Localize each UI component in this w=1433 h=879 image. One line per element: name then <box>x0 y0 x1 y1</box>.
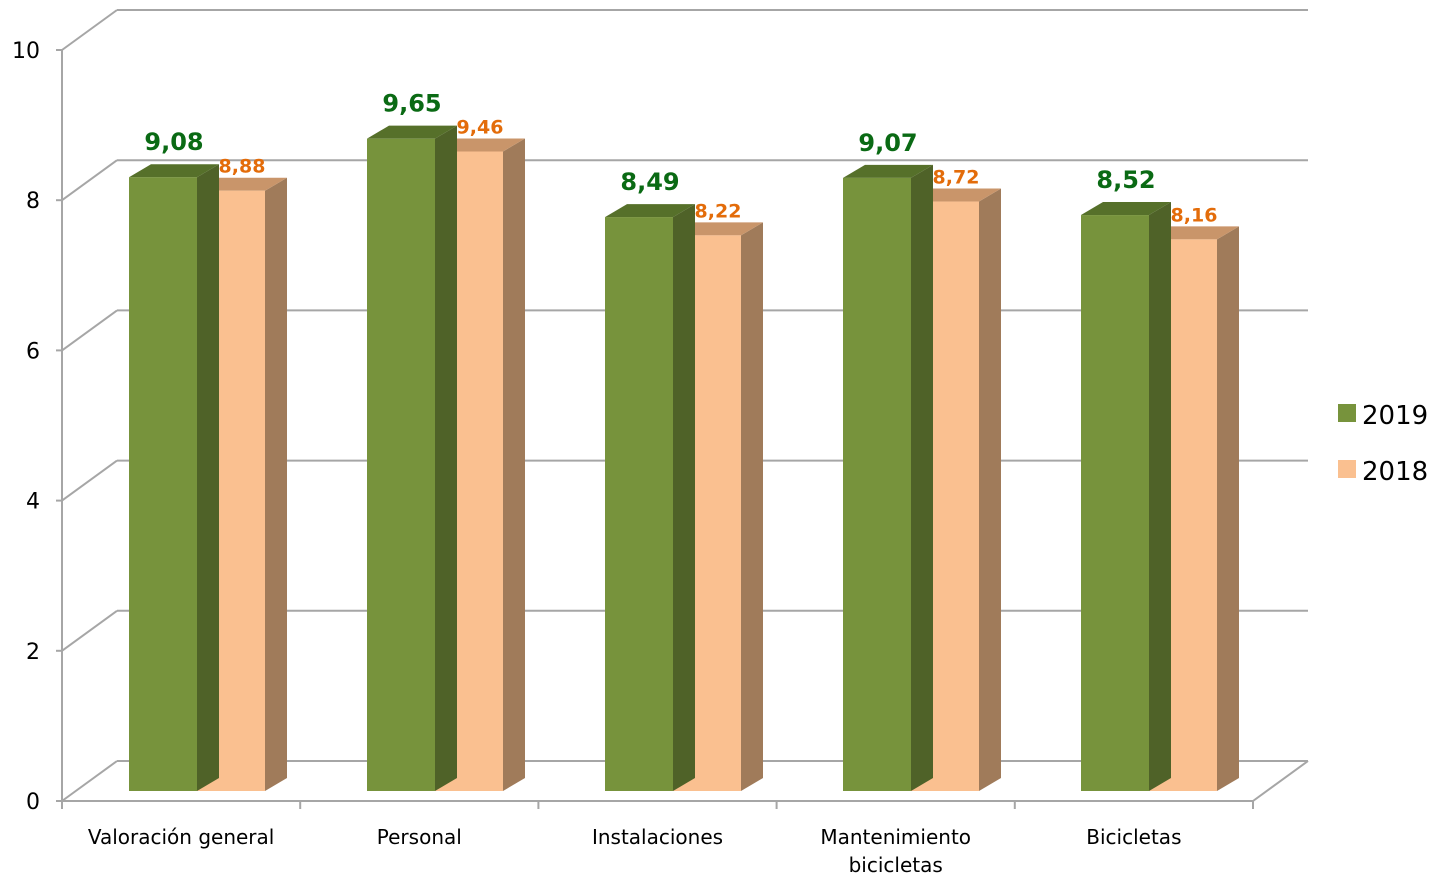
data-label-2018: 9,46 <box>457 117 504 139</box>
bar-2019 <box>367 138 435 791</box>
bar-2019-top <box>129 164 219 178</box>
bar-2018-side <box>503 138 525 791</box>
bar-2018-side <box>265 177 287 791</box>
bar-2018-top <box>911 188 1001 202</box>
bar-2018-side <box>1217 226 1239 791</box>
y-tick-label: 8 <box>26 189 40 214</box>
data-labels: 9,08 8,88 9,65 9,46 8,49 8,22 9,07 8,72 8,52 8,16 <box>144 90 1217 227</box>
side-gridline <box>61 760 118 802</box>
bar-2019-top <box>1081 202 1171 216</box>
x-tick-label: Personal <box>377 825 462 849</box>
legend-label-2019: 2019 <box>1362 401 1428 431</box>
y-tick-label: 0 <box>26 790 40 815</box>
x-tick-label: Bicicletas <box>1086 825 1181 849</box>
data-label-2019: 9,65 <box>382 90 441 118</box>
bar-2018-top <box>673 222 763 236</box>
data-label-2019: 8,49 <box>620 168 679 196</box>
y-tick-label: 4 <box>26 490 40 515</box>
bar-2019-side <box>197 164 219 791</box>
bar-2019-top <box>605 204 695 218</box>
legend: 2019 2018 <box>1338 401 1428 487</box>
bar-2019 <box>843 177 911 792</box>
side-gridline <box>61 159 118 202</box>
bar-2018-side <box>741 222 763 791</box>
side-gridline <box>61 609 118 652</box>
data-label-2019: 8,52 <box>1096 166 1155 194</box>
data-label-2019: 9,07 <box>858 129 917 157</box>
legend-swatch-2018 <box>1338 460 1356 478</box>
bar-2019 <box>605 217 673 792</box>
y-axis-tick-labels: 0 2 4 6 8 10 <box>12 39 40 815</box>
legend-swatch-2019 <box>1338 404 1356 422</box>
x-axis-tick-labels: Valoración general Personal Instalaciones M… <box>88 825 1182 877</box>
bars <box>129 125 1239 792</box>
legend-label-2018: 2018 <box>1362 457 1428 487</box>
y-tick-label: 2 <box>26 640 40 665</box>
bar-2019-top <box>367 125 457 139</box>
bar-2018-top <box>197 177 287 191</box>
x-tick-label: Instalaciones <box>592 825 723 849</box>
data-label-2018: 8,22 <box>695 200 742 222</box>
data-label-2019: 9,08 <box>144 128 203 156</box>
bar-2019-side <box>911 164 933 792</box>
y-tick-label: 10 <box>12 39 40 64</box>
x-tick-label: Valoración general <box>88 825 275 849</box>
bar-2019 <box>1081 215 1149 792</box>
axes <box>56 49 1254 809</box>
bar-2019-side <box>435 125 457 791</box>
side-gridline <box>61 459 118 502</box>
x-tick-label: Mantenimiento bicicletas <box>820 825 971 877</box>
bar-2018-side <box>979 188 1001 791</box>
bar-2019 <box>129 177 197 791</box>
side-gridline <box>61 309 118 352</box>
bar-2019-side <box>1149 202 1171 792</box>
side-gridline <box>61 9 118 51</box>
bar-2019-side <box>673 204 695 792</box>
bar-2018-top <box>435 138 525 152</box>
bar-2018-top <box>1149 226 1239 240</box>
data-label-2018: 8,72 <box>933 167 980 189</box>
floor-right-edge <box>1252 760 1309 802</box>
data-label-2018: 8,16 <box>1171 204 1218 226</box>
data-label-2018: 8,88 <box>219 156 266 178</box>
y-tick-label: 6 <box>26 339 40 364</box>
bar-2019-top <box>843 164 933 178</box>
